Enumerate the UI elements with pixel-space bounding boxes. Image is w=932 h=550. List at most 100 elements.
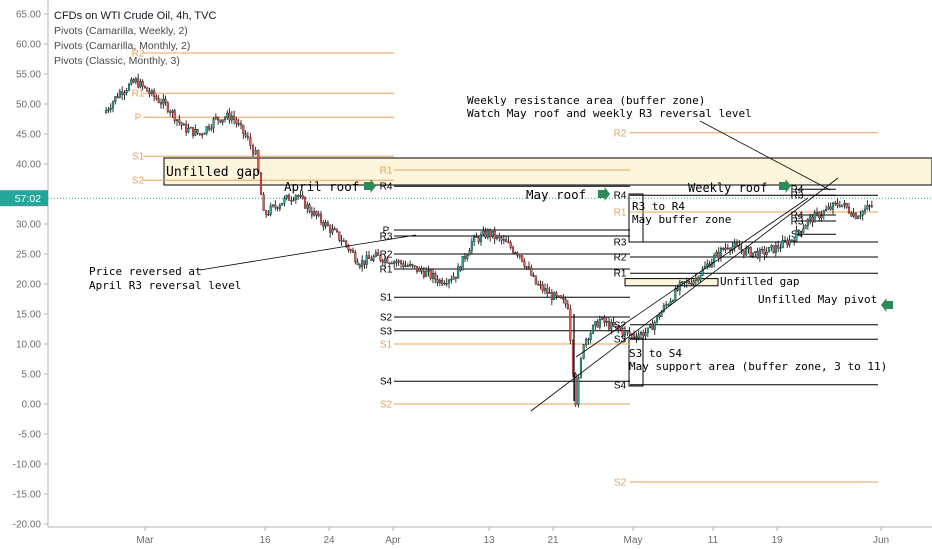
- candle: [377, 248, 380, 256]
- candle: [411, 263, 414, 268]
- candle-body: [281, 203, 284, 206]
- candle: [169, 109, 172, 117]
- candle-body: [829, 206, 832, 210]
- candle-body: [701, 268, 704, 276]
- candle-body: [452, 276, 455, 280]
- candle: [354, 249, 357, 265]
- candle-body: [507, 241, 510, 244]
- candle: [562, 293, 565, 304]
- candle: [637, 330, 640, 341]
- candle-body: [159, 102, 163, 105]
- candle-body: [610, 322, 613, 330]
- candle: [815, 207, 819, 217]
- candle: [587, 337, 590, 345]
- candle-body: [223, 117, 227, 120]
- candle-body: [868, 205, 871, 207]
- candle-body: [706, 263, 709, 267]
- candle: [244, 130, 247, 139]
- x-tick-label: Mar: [136, 535, 154, 546]
- candle-body: [806, 219, 809, 226]
- candle: [235, 117, 238, 128]
- candle-body: [738, 245, 741, 250]
- candle: [159, 98, 163, 109]
- candle-body: [687, 281, 691, 284]
- candle-body: [747, 247, 750, 249]
- candle-body: [226, 112, 229, 119]
- candle-body: [577, 376, 580, 405]
- candle-body: [221, 119, 224, 123]
- candle-body: [815, 212, 819, 214]
- candle: [548, 287, 551, 294]
- candle: [212, 117, 215, 134]
- candle: [383, 255, 387, 268]
- candle: [859, 210, 862, 220]
- candle: [633, 330, 636, 340]
- candle-body: [774, 245, 777, 253]
- candle-body: [361, 260, 364, 268]
- candle: [534, 275, 537, 285]
- pivot-label-r3: R3: [614, 238, 627, 249]
- candle-body: [555, 292, 558, 296]
- candle-body: [619, 328, 622, 331]
- candle: [731, 242, 734, 254]
- candle-body: [742, 250, 745, 256]
- candle-body: [754, 251, 757, 253]
- candle: [127, 82, 131, 92]
- candle-body: [450, 279, 453, 281]
- candle: [692, 279, 695, 287]
- candle-body: [699, 275, 702, 281]
- candle-body: [326, 222, 329, 227]
- candle: [726, 243, 729, 251]
- candle-body: [427, 269, 430, 272]
- candle: [502, 235, 505, 245]
- candle-body: [164, 98, 167, 104]
- pivot-label-p: P: [135, 113, 142, 124]
- candle-body: [852, 212, 855, 217]
- candle: [292, 196, 295, 202]
- candle: [367, 250, 371, 260]
- candle: [507, 236, 510, 244]
- candle: [356, 258, 359, 266]
- candle-body: [265, 210, 268, 215]
- candle-body: [836, 202, 839, 206]
- pivot-label-r2: R2: [132, 49, 145, 60]
- candle-body: [715, 251, 718, 256]
- y-tick-label: -20.00: [13, 520, 42, 531]
- x-tick-label: 16: [259, 535, 271, 546]
- candle-body: [292, 199, 295, 201]
- candle: [143, 85, 147, 89]
- candle: [276, 206, 279, 212]
- candle: [866, 200, 869, 211]
- candle: [612, 317, 615, 328]
- candle-body: [493, 231, 496, 239]
- candle-body: [564, 298, 567, 305]
- candle-body: [166, 102, 169, 112]
- candle: [850, 211, 853, 217]
- candle-body: [139, 81, 142, 88]
- annotation-layer: Unfilled gap April roof May roof Weekly roo…: [89, 94, 893, 412]
- pivot-label-r4: R4: [380, 182, 393, 193]
- candle: [374, 249, 377, 258]
- candle-body: [612, 322, 615, 327]
- candle: [596, 319, 599, 328]
- candle-body: [148, 91, 151, 95]
- candle-body: [415, 265, 419, 272]
- candle-body: [530, 267, 533, 276]
- candle: [761, 246, 764, 254]
- candle-body: [665, 304, 668, 306]
- candle: [259, 171, 263, 195]
- candle-body: [870, 205, 873, 207]
- pivot-label-s3: S3: [614, 335, 627, 346]
- candle: [591, 324, 595, 335]
- unfilled-gap-may: [624, 278, 719, 287]
- unfilled-may-pivot-arrow-icon: [881, 298, 893, 312]
- candle: [868, 204, 871, 212]
- may-roof-label: May roof: [526, 187, 586, 202]
- pivot-label-s2: S2: [614, 478, 627, 489]
- candle-body: [443, 283, 446, 285]
- candle: [605, 317, 608, 327]
- candle-body: [157, 98, 160, 103]
- candle-body: [749, 247, 752, 257]
- candle-body: [527, 266, 531, 269]
